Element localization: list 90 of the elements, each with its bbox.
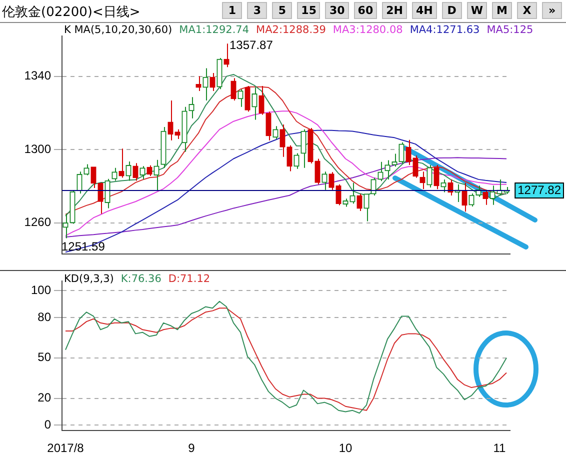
candlestick xyxy=(294,152,300,170)
candlestick xyxy=(448,178,454,196)
text: 60 xyxy=(354,2,378,19)
candlestick xyxy=(286,144,292,172)
candlestick xyxy=(84,164,90,176)
legend-title: KD(9,3,3) xyxy=(64,273,114,285)
text: K:76.36 xyxy=(120,273,162,285)
legend-title: K MA(5,10,20,30,60) xyxy=(64,24,172,36)
candlestick xyxy=(90,166,96,189)
x-tick-label: 11 xyxy=(493,441,506,456)
text: MA3:1280.08 xyxy=(332,24,403,36)
candlestick xyxy=(126,160,132,182)
candlestick xyxy=(258,86,264,116)
text: MA5:125 xyxy=(486,24,534,36)
candlestick xyxy=(202,68,208,101)
candlestick xyxy=(188,96,194,119)
text: M xyxy=(492,2,512,19)
text: MA4:1271.63 xyxy=(410,24,480,36)
candlestick xyxy=(490,185,496,206)
text: D:71.12 xyxy=(168,273,210,285)
candlestick xyxy=(252,86,258,120)
candlestick xyxy=(378,161,384,182)
text: D xyxy=(442,2,462,19)
text: 30 xyxy=(325,2,349,19)
y-tick-label: 50 xyxy=(38,350,52,364)
candlestick xyxy=(98,182,104,214)
candlestick xyxy=(280,124,286,158)
y-tick-label: 1260 xyxy=(24,215,52,230)
candlestick xyxy=(112,167,118,182)
text: 5 xyxy=(272,2,292,19)
candlestick xyxy=(300,128,306,168)
candlestick xyxy=(364,193,370,222)
candlestick xyxy=(350,182,356,204)
candlestick xyxy=(154,159,160,191)
y-tick-label: 1300 xyxy=(24,142,52,156)
ref-line-label: 1277.82 xyxy=(518,182,562,197)
text: MA1:1292.74 xyxy=(179,24,250,36)
candlestick xyxy=(272,126,278,140)
candlestick xyxy=(140,166,146,180)
y-tick-label: 0 xyxy=(44,418,52,432)
candlestick xyxy=(468,193,474,208)
candlestick xyxy=(392,153,398,168)
x-tick-label: 9 xyxy=(188,441,196,456)
candlestick xyxy=(238,88,244,108)
chart-title: 伦敦金(02200)<日线> xyxy=(2,4,140,21)
text: 15 xyxy=(297,2,320,19)
candlestick xyxy=(426,164,432,188)
candlestick xyxy=(314,158,320,185)
candlestick xyxy=(336,184,342,206)
text: 3 xyxy=(247,2,268,19)
y-tick-label: 80 xyxy=(38,310,52,324)
y-tick-label: 1340 xyxy=(24,68,52,83)
candlestick xyxy=(118,148,124,178)
x-tick-label: 10 xyxy=(338,441,352,456)
text: 2H xyxy=(382,2,407,19)
y-tick-label: 20 xyxy=(38,390,52,405)
candlestick xyxy=(322,171,328,190)
candlestick xyxy=(266,111,272,141)
x-tick-label: 2017/8 xyxy=(47,441,84,456)
text: 4H xyxy=(412,2,437,19)
candlestick xyxy=(210,72,216,92)
candlestick xyxy=(406,139,412,166)
candlestick xyxy=(482,190,488,206)
text: MA2:1288.39 xyxy=(256,24,326,36)
candlestick xyxy=(356,193,362,212)
candlestick xyxy=(370,177,376,196)
candlestick xyxy=(224,43,230,68)
candlestick xyxy=(384,160,390,180)
text: 1 xyxy=(222,2,242,19)
candlestick xyxy=(132,162,138,182)
y-tick-label: 100 xyxy=(30,282,52,297)
candlestick xyxy=(168,100,174,141)
text: W xyxy=(466,2,487,19)
candlestick xyxy=(230,78,236,101)
candlestick xyxy=(104,178,110,209)
candlestick xyxy=(62,213,68,239)
text: » xyxy=(542,2,562,19)
candlestick xyxy=(76,171,82,194)
candlestick xyxy=(196,76,202,92)
text: X xyxy=(517,2,537,19)
candlestick xyxy=(244,86,250,112)
candlestick xyxy=(440,178,446,193)
annotation: 1357.87 xyxy=(230,38,274,52)
candlestick xyxy=(434,164,440,190)
candlestick xyxy=(420,171,426,190)
candlestick xyxy=(412,154,418,178)
candlestick xyxy=(462,182,468,212)
candlestick xyxy=(328,172,334,190)
candlestick xyxy=(174,128,180,140)
candlestick xyxy=(398,142,404,164)
